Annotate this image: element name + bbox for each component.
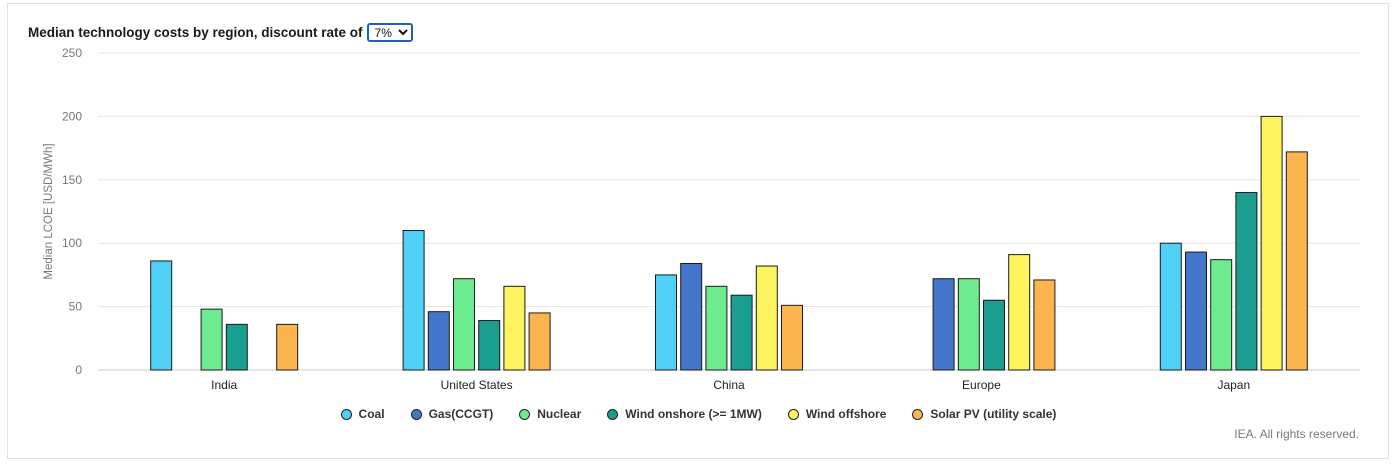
bar [1260, 115, 1283, 371]
bar [150, 260, 173, 371]
chart-legend: Coal Gas(CCGT) Nuclear Wind onshore (>= 1MW… [0, 407, 1397, 421]
bar [276, 323, 299, 371]
bar [1008, 254, 1031, 371]
discount-rate-select[interactable]: 7% [366, 22, 413, 42]
x-tick-label: Japan [1217, 378, 1250, 392]
legend-label: Wind offshore [805, 407, 887, 421]
bar [730, 294, 753, 371]
legend-swatch-icon [912, 408, 924, 420]
x-tick-label: India [211, 378, 237, 392]
bar [503, 285, 526, 371]
legend-swatch-icon [340, 408, 352, 420]
bar [932, 278, 955, 371]
bar [983, 299, 1005, 371]
legend-item[interactable]: Gas(CCGT) [410, 407, 494, 421]
bar [1210, 259, 1233, 371]
legend-swatch-icon [410, 408, 422, 420]
bar [680, 262, 703, 371]
x-tick-label: Europe [962, 378, 1001, 392]
chart-header: Median technology costs by region, disco… [28, 20, 413, 44]
bar [478, 320, 501, 371]
bar [1285, 151, 1308, 371]
legend-item[interactable]: Solar PV (utility scale) [912, 407, 1056, 421]
y-tick-label: 100 [62, 236, 82, 250]
x-tick-label: China [713, 378, 745, 392]
legend-label: Coal [358, 407, 385, 421]
legend-swatch-icon [607, 408, 619, 420]
y-tick-label: 200 [62, 109, 82, 123]
chart-frame [7, 3, 1389, 459]
bar [528, 312, 551, 371]
y-axis-label: Median LCOE [USD/MWh] [43, 143, 55, 279]
y-tick-label: 150 [62, 173, 82, 187]
bar [1185, 251, 1207, 371]
y-tick-label: 50 [69, 300, 83, 314]
y-tick-label: 250 [62, 46, 82, 60]
bar [453, 278, 475, 371]
legend-label: Nuclear [537, 407, 582, 421]
bar [655, 274, 677, 371]
legend-item[interactable]: Coal [340, 407, 385, 421]
legend-item[interactable]: Wind onshore (>= 1MW) [607, 407, 762, 421]
legend-swatch-icon [787, 408, 799, 420]
y-tick-label: 0 [75, 363, 82, 377]
bar [755, 265, 778, 371]
bar [705, 285, 728, 371]
legend-item[interactable]: Wind offshore [787, 407, 887, 421]
bar [225, 323, 248, 371]
legend-item[interactable]: Nuclear [519, 407, 581, 421]
bar [427, 311, 450, 371]
bar [1235, 191, 1258, 371]
legend-label: Gas(CCGT) [428, 407, 494, 421]
legend-label: Solar PV (utility scale) [930, 407, 1057, 421]
bar [200, 308, 223, 371]
bar [781, 304, 803, 371]
credit-text: IEA. All rights reserved. [1234, 427, 1359, 441]
chart-title: Median technology costs by region, disco… [28, 24, 363, 40]
bar [402, 230, 425, 371]
legend-label: Wind onshore (>= 1MW) [625, 407, 762, 421]
bar [957, 278, 980, 371]
bar [1159, 242, 1182, 371]
bar [1033, 279, 1056, 371]
legend-swatch-icon [519, 408, 531, 420]
x-tick-label: United States [441, 378, 513, 392]
